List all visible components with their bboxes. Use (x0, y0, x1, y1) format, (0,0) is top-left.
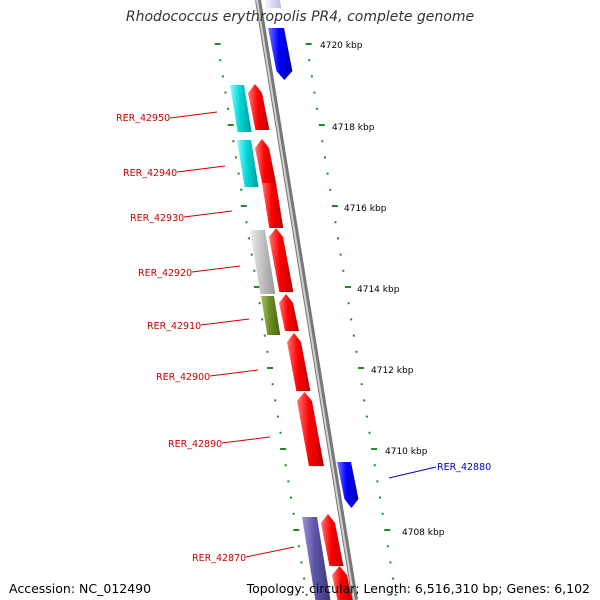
tick-label: 4716 kbp (344, 204, 387, 214)
gene-arrow (262, 183, 284, 228)
gene-arrow (269, 228, 294, 292)
tick-label: 4708 kbp (402, 528, 445, 538)
accession-footer: Accession: NC_012490 (9, 581, 151, 596)
gene-arrow (321, 514, 344, 566)
gene-arrow (287, 333, 311, 391)
gene-arrow (237, 140, 259, 187)
genes-value: 6,102 (554, 581, 590, 596)
gene-arrow (279, 294, 299, 331)
gene-label: RER_42950 (116, 113, 170, 124)
gene-arrow (248, 84, 270, 130)
label-leader-line (200, 318, 250, 326)
label-leader-line (221, 436, 271, 444)
tick-label: 4720 kbp (320, 41, 363, 51)
gene-arrow (263, 0, 282, 8)
gene-arrow (230, 85, 252, 132)
tick-label: 4718 kbp (332, 123, 375, 133)
accession-value: NC_012490 (79, 581, 152, 596)
gene-label: RER_42890 (168, 439, 222, 450)
gene-label: RER_42880 (437, 462, 491, 473)
genome-backbone (255, 0, 358, 600)
gene-arrow (255, 139, 277, 185)
label-leader-line (191, 265, 241, 273)
gene-arrow (297, 392, 324, 466)
label-leader-line (388, 466, 437, 479)
gene-label: RER_42910 (147, 321, 201, 332)
genome-stats-footer: Topology: circular; Length: 6,516,310 bp… (247, 581, 590, 596)
length-value: 6,516,310 bp; (414, 581, 503, 596)
gene-arrow (268, 28, 293, 80)
gene-arrow (337, 462, 359, 508)
label-leader-line (169, 111, 218, 119)
label-leader-line (209, 369, 259, 377)
gene-arrow (332, 566, 353, 600)
label-leader-line (176, 165, 226, 173)
accession-label: Accession: (9, 581, 76, 596)
length-label: Length: (363, 581, 411, 596)
gene-arrow (261, 296, 281, 335)
gene-features (230, 0, 359, 600)
label-leader-line (245, 546, 295, 558)
gene-label: RER_42930 (130, 213, 184, 224)
gene-arrow (250, 230, 276, 294)
gene-label: RER_42920 (138, 268, 192, 279)
gene-label: RER_42900 (156, 372, 210, 383)
outer-tick-track (305, 43, 397, 596)
gene-label: RER_42940 (123, 168, 177, 179)
genes-label: Genes: (506, 581, 551, 596)
tick-label: 4712 kbp (371, 366, 414, 376)
tick-label: 4710 kbp (385, 447, 428, 457)
gene-label: RER_42870 (192, 553, 246, 564)
map-title: Rhodococcus erythropolis PR4, complete g… (125, 9, 475, 25)
kbp-tick-labels: 4720 kbp 4718 kbp 4716 kbp 4714 kbp 4712 kbp… (320, 41, 445, 538)
gene-arrow (302, 517, 331, 600)
gene-labels: RER_42950 RER_42940 RER_42930 RER_42920 RER_… (116, 111, 491, 564)
tick-label: 4714 kbp (357, 285, 400, 295)
topology-label: Topology: (246, 581, 306, 596)
topology-value: circular; (309, 581, 360, 596)
label-leader-line (183, 210, 233, 218)
inner-tick-track (214, 43, 308, 596)
